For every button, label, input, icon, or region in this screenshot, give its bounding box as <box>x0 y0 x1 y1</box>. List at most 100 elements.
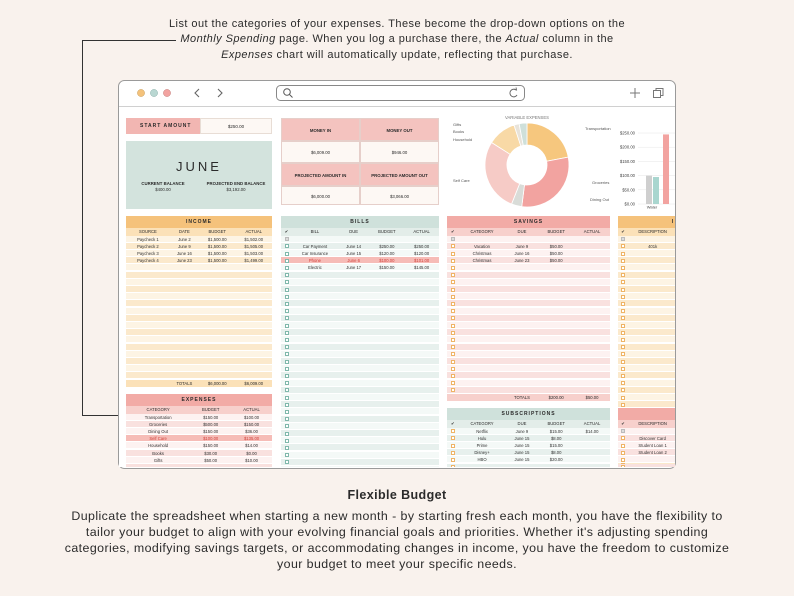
checkbox[interactable] <box>450 373 455 378</box>
checkbox[interactable] <box>284 388 289 393</box>
checkbox[interactable] <box>450 251 455 256</box>
checkbox[interactable] <box>284 287 289 292</box>
checkbox[interactable] <box>284 323 289 328</box>
checkbox[interactable] <box>450 265 455 270</box>
checkbox[interactable] <box>620 301 625 306</box>
checkbox[interactable] <box>284 251 289 256</box>
checkbox[interactable] <box>284 460 289 465</box>
checkbox[interactable] <box>620 429 625 434</box>
checkbox[interactable] <box>620 359 625 364</box>
checkbox[interactable] <box>284 273 289 278</box>
checkbox[interactable] <box>284 309 289 314</box>
checkbox[interactable] <box>450 443 455 448</box>
checkbox[interactable] <box>284 280 289 285</box>
checkbox[interactable] <box>450 465 455 467</box>
forward-button[interactable] <box>217 88 223 98</box>
checkbox[interactable] <box>450 244 455 249</box>
checkbox[interactable] <box>284 381 289 386</box>
checkbox[interactable] <box>284 395 289 400</box>
window-dot[interactable] <box>150 89 158 97</box>
checkbox[interactable] <box>450 429 455 434</box>
checkbox[interactable] <box>450 436 455 441</box>
checkbox[interactable] <box>620 388 625 393</box>
checkbox[interactable] <box>450 345 455 350</box>
checkbox[interactable] <box>620 402 625 407</box>
checkbox[interactable] <box>620 330 625 335</box>
checkbox[interactable] <box>450 330 455 335</box>
address-bar[interactable] <box>276 85 525 101</box>
checkbox[interactable] <box>450 381 455 386</box>
checkbox[interactable] <box>620 251 625 256</box>
checkbox[interactable] <box>620 309 625 314</box>
checkbox[interactable] <box>284 417 289 422</box>
checkbox[interactable] <box>620 237 625 242</box>
checkbox[interactable] <box>284 366 289 371</box>
checkbox[interactable] <box>620 323 625 328</box>
checkbox[interactable] <box>620 373 625 378</box>
checkbox[interactable] <box>450 273 455 278</box>
checkbox[interactable] <box>620 352 625 357</box>
checkbox[interactable] <box>284 424 289 429</box>
checkbox[interactable] <box>450 294 455 299</box>
table-row <box>447 242 610 250</box>
window-dot[interactable] <box>163 89 171 97</box>
checkbox[interactable] <box>620 381 625 386</box>
checkbox[interactable] <box>284 402 289 407</box>
checkbox[interactable] <box>450 323 455 328</box>
checkbox[interactable] <box>284 337 289 342</box>
checkbox[interactable] <box>450 366 455 371</box>
tabs-button[interactable] <box>653 90 661 98</box>
checkbox[interactable] <box>450 309 455 314</box>
checkbox[interactable] <box>284 237 289 242</box>
checkbox[interactable] <box>620 366 625 371</box>
checkbox[interactable] <box>620 457 625 462</box>
checkbox[interactable] <box>620 244 625 249</box>
checkbox[interactable] <box>450 287 455 292</box>
checkbox[interactable] <box>620 337 625 342</box>
checkbox[interactable] <box>450 237 455 242</box>
checkbox[interactable] <box>450 316 455 321</box>
checkbox[interactable] <box>284 265 289 270</box>
checkbox[interactable] <box>284 258 289 263</box>
checkbox[interactable] <box>450 337 455 342</box>
checkbox[interactable] <box>620 280 625 285</box>
checkbox[interactable] <box>284 453 289 458</box>
checkbox[interactable] <box>284 330 289 335</box>
checkbox[interactable] <box>620 265 625 270</box>
checkbox[interactable] <box>284 301 289 306</box>
checkbox[interactable] <box>284 431 289 436</box>
checkbox[interactable] <box>620 258 625 263</box>
checkbox[interactable] <box>620 294 625 299</box>
checkbox[interactable] <box>450 457 455 462</box>
checkbox[interactable] <box>450 388 455 393</box>
checkbox[interactable] <box>450 352 455 357</box>
checkbox[interactable] <box>284 373 289 378</box>
checkbox[interactable] <box>450 258 455 263</box>
checkbox[interactable] <box>284 445 289 450</box>
checkbox[interactable] <box>620 465 625 467</box>
checkbox[interactable] <box>620 316 625 321</box>
checkbox[interactable] <box>284 438 289 443</box>
checkbox[interactable] <box>284 352 289 357</box>
checkbox[interactable] <box>620 443 625 448</box>
checkbox[interactable] <box>284 316 289 321</box>
checkbox[interactable] <box>450 450 455 455</box>
checkbox[interactable] <box>620 450 625 455</box>
checkbox[interactable] <box>620 436 625 441</box>
back-button[interactable] <box>194 88 200 98</box>
checkbox[interactable] <box>284 409 289 414</box>
checkbox[interactable] <box>284 359 289 364</box>
table-cell: $100.00 <box>243 414 260 420</box>
checkbox[interactable] <box>284 244 289 249</box>
checkbox[interactable] <box>620 273 625 278</box>
checkbox[interactable] <box>450 359 455 364</box>
table-row <box>281 321 439 330</box>
checkbox[interactable] <box>620 287 625 292</box>
checkbox[interactable] <box>620 395 625 400</box>
window-dot[interactable] <box>137 89 145 97</box>
checkbox[interactable] <box>620 345 625 350</box>
checkbox[interactable] <box>284 345 289 350</box>
checkbox[interactable] <box>284 294 289 299</box>
checkbox[interactable] <box>450 280 455 285</box>
checkbox[interactable] <box>450 301 455 306</box>
